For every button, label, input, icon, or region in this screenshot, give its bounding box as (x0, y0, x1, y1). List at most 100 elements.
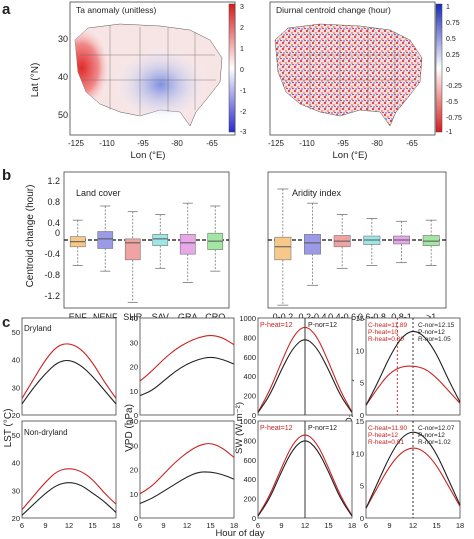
sw-top-heat-label: P-heat=12 (260, 322, 293, 329)
landcover-category-label: GRA (178, 312, 198, 322)
line-panel-ytick: 0 (134, 411, 138, 420)
line-panel-xtick: 15 (88, 521, 96, 530)
cb-right-tick-5: -0.25 (446, 83, 462, 90)
aridity-box (304, 234, 321, 255)
panel-c: LST (°C) VPD (hPa) SW (W m⁻²) GPP (μmol … (3, 314, 464, 539)
line-panel-ytick: 0 (252, 514, 256, 523)
map-left-xlabel: Lon (°E) (131, 150, 166, 161)
gpp-top-nor-0: C-nor=12.15 (418, 322, 455, 329)
lon-tick-right-2: -95 (337, 139, 349, 148)
line-panel-ytick: 800 (243, 436, 256, 445)
line-panel-xtick: 9 (161, 521, 165, 530)
line-panel-xtick: 18 (348, 521, 356, 530)
line-panel-ytick: 30 (130, 338, 138, 347)
sw-ylabel: SW (W m⁻²) (234, 402, 245, 454)
landcover-category-label: CRO (205, 312, 225, 322)
cb-left-tick-1: 2 (240, 25, 244, 32)
line-panel-ytick: 1000 (239, 417, 256, 426)
series-line-heat (21, 343, 117, 399)
series-line-normal (365, 431, 461, 509)
lon-tick-right-1: -110 (299, 139, 315, 148)
line-panel-xtick: 6 (364, 521, 368, 530)
map-left-title: Ta anomaly (unitless) (76, 5, 156, 15)
vpd-ylabel: VPD (hPa) (124, 404, 135, 452)
line-panel-ytick: 600 (243, 456, 256, 465)
centroid-colorbar (435, 3, 443, 133)
series-line-normal (365, 330, 461, 406)
line-panel-ytick: 30 (12, 486, 20, 495)
lon-tick-right-3: -80 (371, 139, 383, 148)
line-panel-xtick: 15 (206, 521, 214, 530)
series-line-heat (257, 326, 353, 413)
series-line-normal (21, 482, 117, 516)
landcover-category-label: SHR (123, 312, 143, 322)
gpp-top-nor-1: P-nor=12 (418, 329, 445, 336)
line-panel-0: 50 40 30 20 (12, 317, 117, 420)
landcover-boxplot: Land cover ENF NENF SHR SAV GRA CRO (63, 171, 230, 322)
series-line-heat (365, 365, 461, 406)
line-panel-ytick: 20 (130, 363, 138, 372)
line-panel-ytick: 10 (356, 449, 364, 458)
cb-left-tick-0: 3 (240, 4, 244, 11)
line-panel-4: 1000 800 600 400 200 0 (239, 314, 353, 420)
line-panel-ytick: 20 (12, 514, 20, 523)
line-panel-ytick: 5 (360, 379, 364, 388)
cb-left-tick-4: -1 (240, 88, 246, 95)
line-panel-2: 40 30 20 10 0 (130, 314, 235, 420)
lon-tick-left-2: -95 (137, 139, 149, 148)
panel-b: Centroid change (hour) 1.2 0.8 0.4 0 -0.… (25, 171, 447, 322)
ta-colorbar (228, 3, 236, 133)
panel-b-ylabel: Centroid change (hour) (25, 185, 36, 288)
line-panel-ytick: 600 (243, 353, 256, 362)
sw-bot-nor-label: P-nor=12 (308, 425, 337, 432)
lon-tick-left-0: -125 (68, 139, 85, 148)
line-panel-ytick: 0 (360, 514, 364, 523)
landcover-box (97, 231, 114, 249)
row-label-nondryland: Non-dryland (24, 428, 68, 437)
line-panel-1: 50 40 30 206 9 12 15 18 (12, 420, 120, 530)
aridity-category-label: 0.8-1 (391, 312, 412, 322)
series-line-heat (365, 447, 461, 509)
line-panel-6: 15 10 5 0 (356, 314, 461, 420)
gpp-bot-heat-1: P-heat=12 (368, 432, 399, 439)
line-panel-frame (21, 420, 117, 519)
line-panel-ytick: 1000 (239, 314, 256, 323)
line-panel-frame (21, 317, 117, 416)
line-panel-ytick: 20 (12, 411, 20, 420)
line-panel-ytick: 20 (130, 466, 138, 475)
lat-tick-30: 30 (58, 34, 68, 44)
line-panel-ytick: 15 (356, 314, 364, 323)
row-label-dryland: Dryland (24, 324, 52, 333)
gpp-bot-nor-1: P-nor=12 (418, 432, 445, 439)
aridity-category-label: 0.4-0.6 (328, 312, 356, 322)
b-ytick-2: 0.4 (47, 218, 60, 228)
line-panel-xtick: 9 (387, 521, 391, 530)
line-panel-ytick: 0 (134, 514, 138, 523)
landcover-category-label: ENF (69, 312, 88, 322)
landcover-box (152, 234, 169, 246)
series-line-normal (139, 356, 235, 397)
cb-right-tick-0: 1 (446, 4, 450, 11)
series-line-heat (257, 434, 353, 516)
line-panel-frame (139, 317, 235, 416)
landcover-box (179, 234, 196, 255)
lon-tick-left-1: -110 (99, 139, 115, 148)
series-line-normal (257, 339, 353, 413)
line-panel-xtick: 9 (279, 521, 283, 530)
aridity-category-label: 0-0.2 (273, 312, 294, 322)
b-ytick-1: 0.8 (47, 197, 60, 207)
panel-a: Lat (°N) 50 40 30 Ta anomaly (unitless) … (30, 1, 462, 161)
gpp-top-nor-2: R-nor=1.05 (418, 336, 451, 343)
line-panel-ytick: 15 (356, 417, 364, 426)
gpp-bot-heat-0: C-heat=11.90 (368, 425, 407, 432)
gpp-bot-nor-0: C-nor=12.07 (418, 425, 455, 432)
map-right-title: Diurnal centroid change (hour) (276, 5, 391, 15)
series-line-heat (139, 443, 235, 495)
line-panel-xtick: 6 (256, 521, 260, 530)
cb-left-tick-2: 1 (240, 46, 244, 53)
lon-tick-left-3: -80 (171, 139, 183, 148)
panel-label-c: c (2, 314, 10, 331)
line-panel-xtick: 18 (112, 521, 120, 530)
aridity-box (274, 236, 292, 261)
